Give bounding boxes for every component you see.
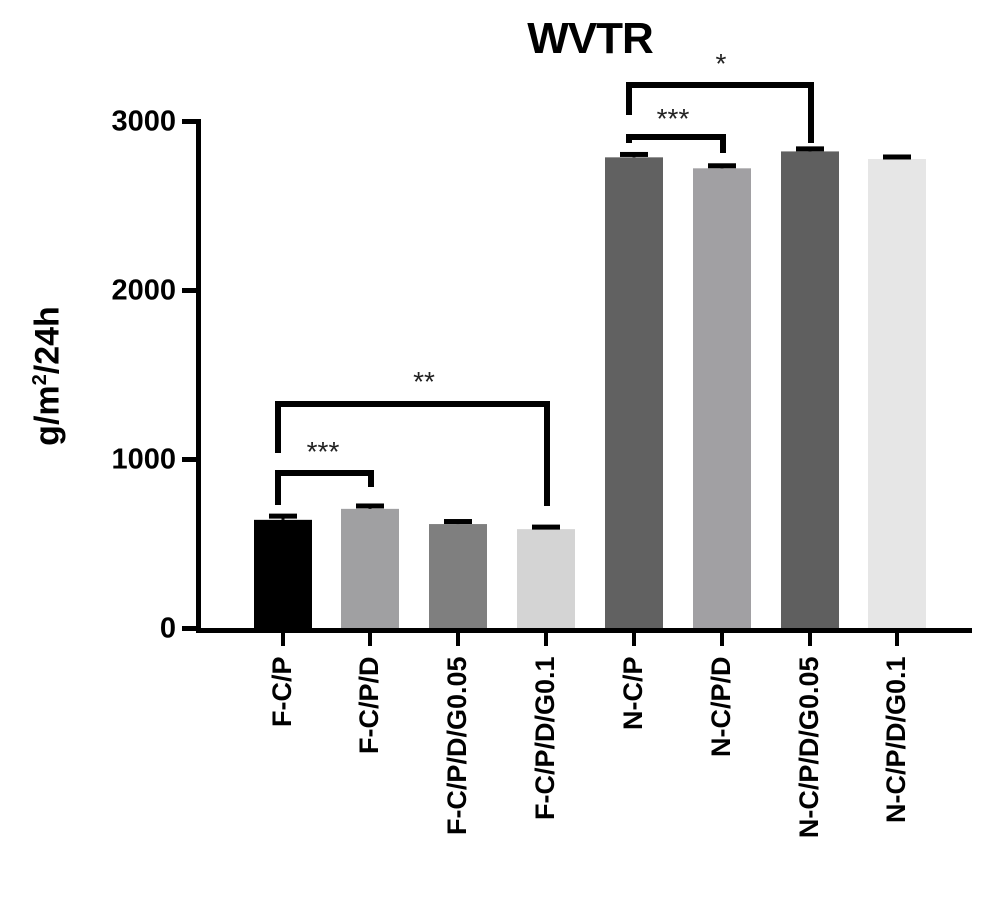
y-tick bbox=[182, 288, 196, 293]
significance-bracket-left-leg bbox=[275, 470, 281, 505]
y-tick-label: 3000 bbox=[111, 105, 176, 138]
significance-label: ** bbox=[413, 366, 435, 397]
bar bbox=[781, 151, 839, 629]
x-tick bbox=[368, 628, 372, 646]
x-tick-label: N-C/P/D bbox=[706, 656, 736, 757]
significance-bracket-left-leg bbox=[626, 82, 632, 115]
significance-bracket-right-leg bbox=[544, 401, 550, 506]
significance-bracket-right-leg bbox=[368, 470, 374, 487]
x-tick-label: N-C/P bbox=[618, 656, 648, 730]
bar bbox=[429, 524, 487, 628]
x-tick bbox=[720, 628, 724, 646]
bar bbox=[517, 529, 575, 628]
x-tick bbox=[544, 628, 548, 646]
significance-bracket-top bbox=[275, 470, 373, 476]
x-tick-label: N-C/P/D/G0.05 bbox=[794, 656, 825, 838]
error-bar-cap bbox=[269, 513, 297, 519]
bar bbox=[254, 519, 312, 628]
x-axis-line bbox=[196, 628, 972, 633]
significance-bracket-right-leg bbox=[808, 82, 814, 143]
error-bar-cap bbox=[883, 154, 911, 160]
x-tick bbox=[456, 628, 460, 646]
error-bar-cap bbox=[796, 146, 824, 152]
error-bar-cap bbox=[708, 163, 736, 169]
y-tick bbox=[182, 626, 196, 631]
significance-bracket-left-leg bbox=[275, 401, 281, 453]
significance-label: * bbox=[715, 48, 727, 79]
x-tick-label: F-C/P/D/G0.05 bbox=[442, 656, 473, 835]
x-tick-label: F-C/P bbox=[267, 656, 297, 727]
bar bbox=[605, 157, 663, 628]
significance-bracket-top bbox=[626, 134, 725, 140]
x-tick bbox=[808, 628, 812, 646]
y-axis-line bbox=[196, 119, 201, 631]
significance-bracket-left-leg bbox=[626, 134, 632, 143]
significance-bracket-top bbox=[275, 401, 549, 407]
error-bar-cap bbox=[532, 524, 560, 530]
y-tick-label: 2000 bbox=[111, 274, 176, 307]
chart-title: WVTR bbox=[527, 14, 654, 63]
significance-bracket-top bbox=[626, 82, 813, 88]
x-tick-label: F-C/P/D bbox=[354, 656, 384, 754]
x-tick-label: N-C/P/D/G0.1 bbox=[881, 656, 912, 823]
error-bar-cap bbox=[356, 503, 384, 509]
x-tick-label: F-C/P/D/G0.1 bbox=[530, 656, 561, 820]
x-tick bbox=[895, 628, 899, 646]
significance-label: *** bbox=[656, 103, 690, 134]
error-bar-cap bbox=[620, 151, 648, 157]
significance-bracket-right-leg bbox=[720, 134, 726, 153]
error-bar-cap bbox=[444, 519, 472, 525]
x-tick bbox=[632, 628, 636, 646]
significance-label: *** bbox=[306, 436, 340, 467]
y-tick-label: 1000 bbox=[111, 443, 176, 476]
x-tick bbox=[281, 628, 285, 646]
y-tick-label: 0 bbox=[159, 612, 176, 645]
y-tick bbox=[182, 119, 196, 124]
bar bbox=[341, 508, 399, 628]
y-tick bbox=[182, 457, 196, 462]
bar bbox=[868, 159, 926, 628]
bar bbox=[693, 168, 751, 628]
